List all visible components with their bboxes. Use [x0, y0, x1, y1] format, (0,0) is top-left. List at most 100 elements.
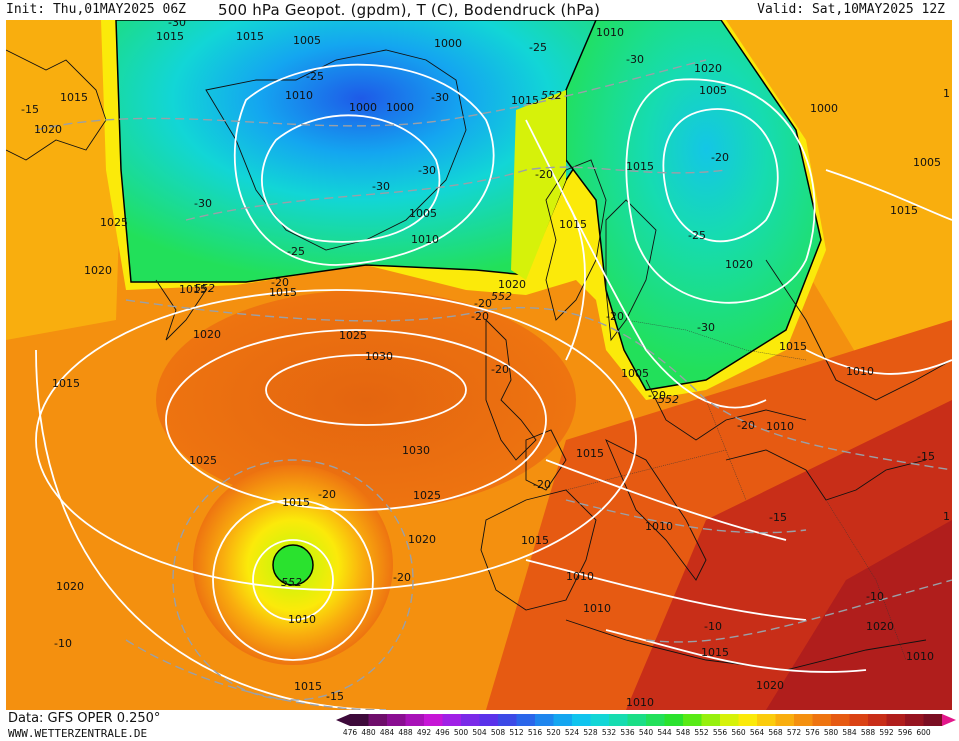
temp-label: -20 [737, 419, 755, 432]
temp-label: -30 [431, 91, 449, 104]
legend-tick-label: 544 [657, 728, 672, 737]
pressure-label: 1020 [866, 620, 894, 633]
pressure-label: 1010 [596, 26, 624, 39]
height-label: 552 [281, 576, 302, 589]
legend-swatch [627, 714, 647, 726]
warm-band-west [6, 20, 126, 340]
pressure-label: 1020 [193, 328, 221, 341]
temp-label: -20 [474, 297, 492, 310]
legend-swatch [498, 714, 517, 726]
legend-swatch [387, 714, 406, 726]
pressure-label: 1025 [189, 454, 217, 467]
legend-tick-label: 556 [712, 728, 728, 737]
legend-swatch [868, 714, 887, 726]
height-label: 552 [541, 89, 562, 102]
temp-label: -20 [393, 571, 411, 584]
pressure-label: 1025 [339, 329, 367, 342]
pressure-label: 1015 [701, 646, 729, 659]
legend-swatch [886, 714, 906, 726]
temp-label: -30 [372, 180, 390, 193]
legend-swatch [646, 714, 665, 726]
hot-region-core [766, 520, 952, 710]
temp-label: -15 [769, 511, 787, 524]
pressure-label: 1015 [60, 91, 88, 104]
legend-tick-label: 528 [583, 728, 598, 737]
pressure-label: 1010 [583, 602, 611, 615]
temp-label: -20 [648, 389, 666, 402]
pressure-label: 1015 [559, 218, 587, 231]
pressure-label: 1005 [913, 156, 941, 169]
legend-tick-label: 584 [842, 728, 857, 737]
temp-label: -20 [606, 310, 624, 323]
legend-tick-label: 476 [342, 728, 358, 737]
pressure-label: 1025 [413, 489, 441, 502]
temp-label: -20 [318, 488, 336, 501]
legend-swatch [775, 714, 795, 726]
pressure-label: 1015 [236, 30, 264, 43]
pressure-label: 1010 [285, 89, 313, 102]
legend-tick-label: 596 [897, 728, 913, 737]
legend-tick-label: 572 [786, 728, 802, 737]
legend-tick-label: 576 [805, 728, 820, 737]
temp-label: -30 [168, 20, 186, 29]
pressure-label: 1015 [890, 204, 918, 217]
legend-swatch [479, 714, 499, 726]
legend-tick-label: 536 [620, 728, 635, 737]
legend-tick-label: 516 [527, 728, 543, 737]
legend-swatch [590, 714, 610, 726]
height-label: 552 [658, 393, 679, 406]
pressure-label: 1015 [179, 283, 207, 296]
legend-tick-label: 532 [601, 728, 617, 737]
temp-label: -25 [529, 41, 547, 54]
legend-swatch [664, 714, 684, 726]
legend-swatch [738, 714, 758, 726]
legend-swatch [812, 714, 832, 726]
legend-swatch [350, 714, 369, 726]
legend-tick-label: 580 [823, 728, 839, 737]
legend-swatch [516, 714, 536, 726]
temperature-labels: -30 -25 -30 -30 -30 -30 -15 -30 -25 -20 … [21, 20, 935, 703]
legend-end-arrow [942, 714, 956, 726]
legend-bar [336, 714, 956, 726]
pressure-label: 1000 [386, 101, 414, 114]
pressure-label: 1010 [846, 365, 874, 378]
legend-labels: 476 480 484 488 492 496 500 504 508 512 516 520 524 5… [336, 728, 956, 740]
legend-swatch [553, 714, 573, 726]
pressure-label: 1020 [34, 123, 62, 136]
legend-swatch [461, 714, 480, 726]
pressure-label: 1020 [694, 62, 722, 75]
temp-label: -25 [688, 229, 706, 242]
pressure-label: 1000 [434, 37, 462, 50]
legend-swatch [683, 714, 702, 726]
pressure-label: 1020 [725, 258, 753, 271]
temp-label: -30 [626, 53, 644, 66]
legend-tick-label: 588 [860, 728, 876, 737]
legend-cells [336, 714, 956, 726]
legend-tick-label: 592 [879, 728, 894, 737]
height-label: 552 [491, 290, 512, 303]
height-labels: 552 552 552 552 552 [194, 89, 679, 589]
pressure-labels: 1005 1000 1010 1000 1000 1005 1010 1015 … [34, 26, 950, 709]
map-title: 500 hPa Geopot. (gpdm), T (C), Bodendruc… [218, 1, 601, 19]
weather-map: 1005 1000 1010 1000 1000 1005 1010 1015 … [6, 20, 952, 710]
pressure-label: 1015 [282, 496, 310, 509]
pressure-label: 1005 [621, 367, 649, 380]
pressure-label: 1000 [349, 101, 377, 114]
cutoff-low-core [272, 544, 314, 586]
site-url[interactable]: WWW.WETTERZENTRALE.DE [8, 727, 148, 740]
temp-label: -25 [306, 70, 324, 83]
pressure-label: 1015 [511, 94, 539, 107]
legend-tick-label: 600 [916, 728, 931, 737]
ridge-tongue [511, 90, 566, 280]
legend-tick-label: 540 [638, 728, 654, 737]
pressure-label: 1025 [100, 216, 128, 229]
legend-tick-label: 508 [490, 728, 506, 737]
legend-tick-label: 548 [675, 728, 691, 737]
legend-tick-label: 484 [379, 728, 395, 737]
pressure-label: 1020 [84, 264, 112, 277]
pressure-label: 1 [943, 87, 950, 100]
isotherms [35, 59, 952, 710]
legend-tick-label: 552 [694, 728, 709, 737]
temp-label: -20 [533, 478, 551, 491]
temp-label: -30 [418, 164, 436, 177]
